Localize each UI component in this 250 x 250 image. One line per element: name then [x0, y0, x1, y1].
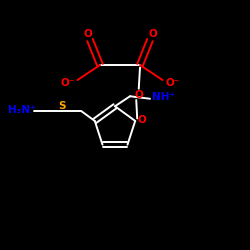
- Text: S: S: [58, 102, 66, 112]
- Text: O: O: [134, 90, 143, 100]
- Text: O: O: [83, 29, 92, 39]
- Text: H₃N⁺: H₃N⁺: [8, 105, 36, 115]
- Text: O: O: [148, 29, 157, 39]
- Text: O: O: [137, 115, 146, 125]
- Text: NH⁺: NH⁺: [152, 92, 175, 102]
- Text: O⁻: O⁻: [166, 78, 180, 88]
- Text: O⁻: O⁻: [60, 78, 75, 88]
